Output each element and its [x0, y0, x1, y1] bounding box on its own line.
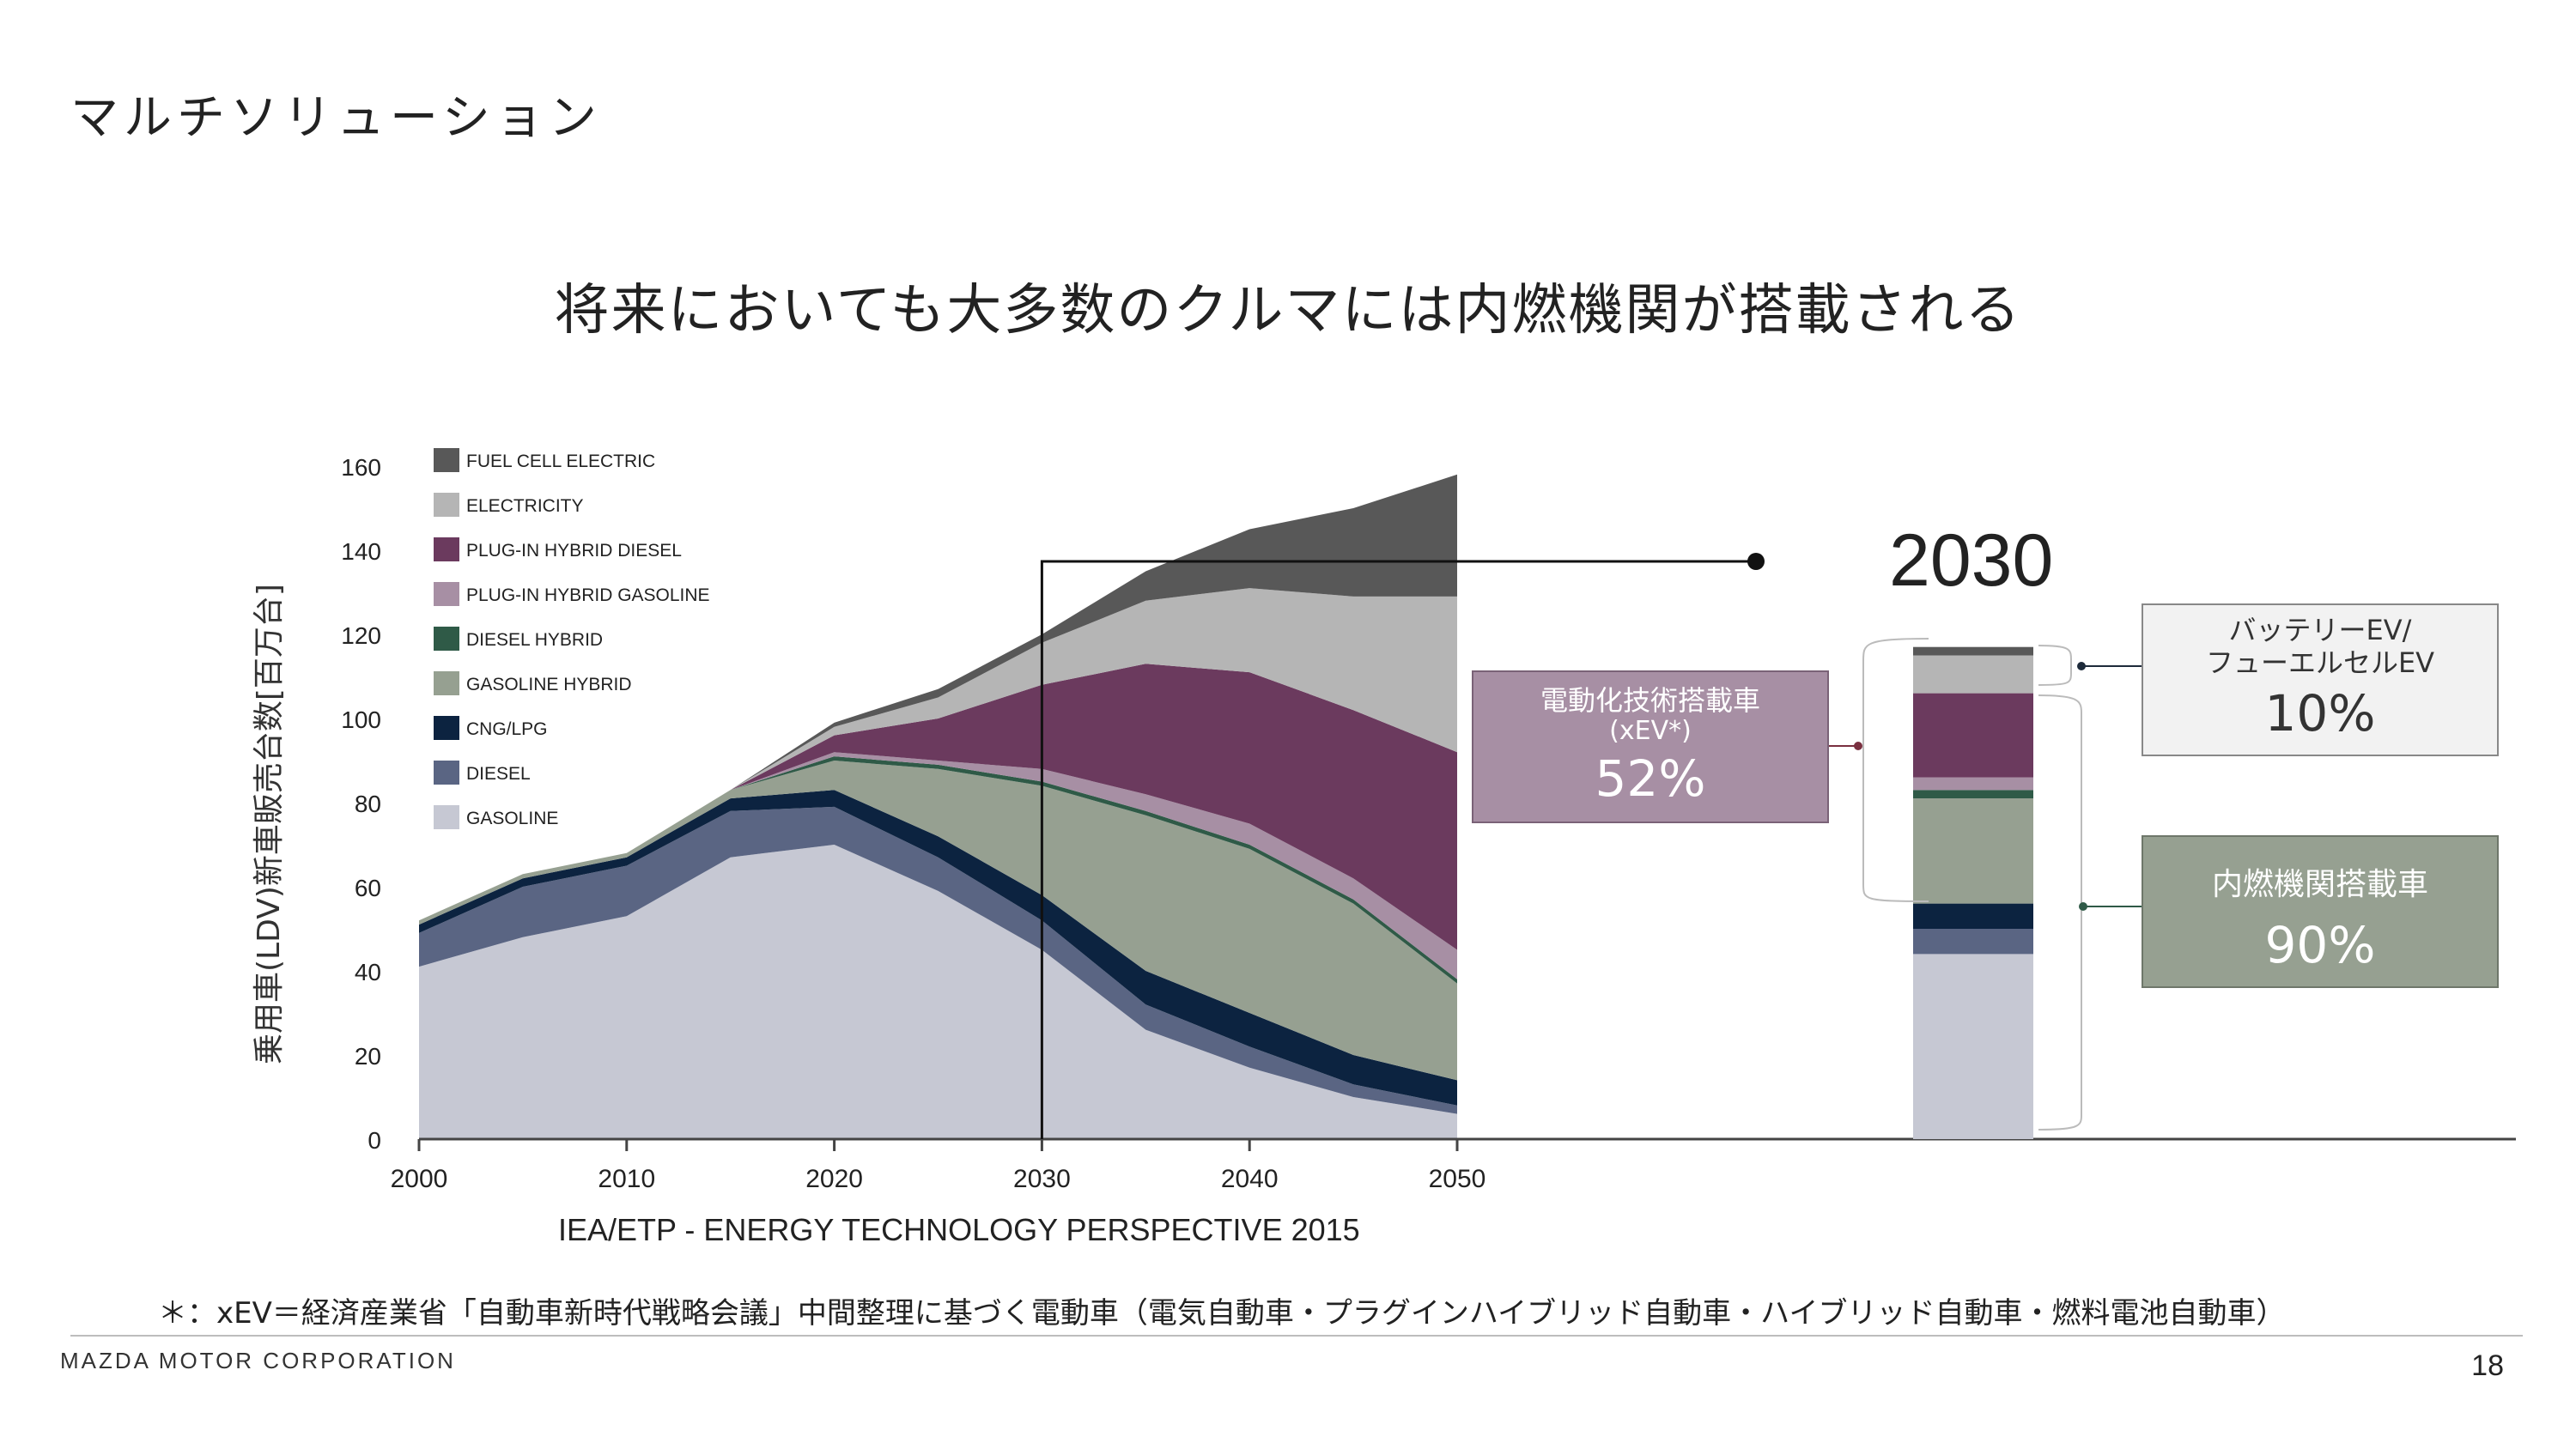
marker-2030-line	[1040, 560, 1756, 1139]
y-tick-label-40: 40	[355, 959, 381, 985]
ice-callout-title: 内燃機関搭載車	[2211, 867, 2428, 902]
xev-callout-subtitle: (xEV*)	[1609, 716, 1692, 746]
ice-callout-value: 90%	[2264, 916, 2376, 974]
area-gasoline-hybrid	[419, 761, 1457, 1081]
x-tick-label-2050: 2050	[1429, 1165, 1486, 1193]
bev-fcev-callout-line1: バッテリーEV/	[2228, 614, 2412, 646]
y-tick-label-80: 80	[355, 791, 381, 817]
bar-2030-segment-fuel-cell-electric	[1913, 646, 2033, 656]
legend-swatch-electricity	[434, 493, 459, 517]
legend-label-plug-in-hybrid-diesel: PLUG-IN HYBRID DIESEL	[466, 541, 682, 561]
y-tick-label-0: 0	[368, 1127, 381, 1154]
headline: 将来においても大多数のクルマには内燃機関が搭載される	[554, 279, 2022, 343]
x-tick-label-2030: 2030	[1013, 1165, 1071, 1193]
company-name: MAZDA MOTOR CORPORATION	[60, 1348, 456, 1373]
ice-callout: 内燃機関搭載車 90%	[2142, 835, 2499, 988]
legend-label-gasoline-hybrid: GASOLINE HYBRID	[466, 675, 632, 694]
breakdown-year-label: 2030	[1889, 519, 2054, 602]
y-tick-label-100: 100	[341, 706, 381, 733]
x-tick-label-2010: 2010	[598, 1165, 655, 1193]
xev-callout-title: 電動化技術搭載車	[1540, 684, 1760, 717]
x-tick-label-2000: 2000	[391, 1165, 448, 1193]
xev-callout: 電動化技術搭載車 (xEV*) 52%	[1472, 670, 1829, 823]
x-axis-source-label: IEA/ETP - ENERGY TECHNOLOGY PERSPECTIVE …	[558, 1212, 1360, 1247]
area-electricity	[419, 588, 1457, 921]
bev-fcev-callout-value: 10%	[2264, 684, 2376, 743]
y-tick-label-60: 60	[355, 875, 381, 901]
bev-fcev-callout-line2: フューエルセルEV	[2205, 646, 2435, 679]
bar-2030-segment-diesel-hybrid	[1913, 790, 2033, 799]
legend-label-electricity: ELECTRICITY	[466, 496, 584, 516]
legend-swatch-gasoline	[434, 805, 459, 829]
bar-2030-segment-plug-in-hybrid-gasoline	[1913, 777, 2033, 791]
x-tick-label-2040: 2040	[1221, 1165, 1279, 1193]
legend-label-diesel-hybrid: DIESEL HYBRID	[466, 630, 603, 650]
area-diesel	[419, 806, 1457, 1114]
xev-bracket	[1862, 638, 1929, 902]
bev-fcev-callout: バッテリーEV/ フューエルセルEV 10%	[2142, 603, 2499, 756]
area-gasoline	[419, 845, 1457, 1139]
legend-swatch-cng-lpg	[434, 716, 459, 740]
bar-2030-segment-gasoline	[1913, 954, 2033, 1139]
y-axis-label: 乗用車(LDV)新車販売台数[百万台]	[252, 584, 287, 1064]
legend-label-fuel-cell-electric: FUEL CELL ELECTRIC	[466, 452, 655, 471]
legend-label-gasoline: GASOLINE	[466, 809, 558, 828]
slide-title: マルチソリューション	[70, 90, 602, 146]
marker-2030-dot	[1747, 553, 1765, 570]
x-tick-label-2020: 2020	[805, 1165, 863, 1193]
y-tick-label-160: 160	[341, 454, 381, 481]
area-cng-lpg	[419, 790, 1457, 1106]
bev-bracket	[2038, 645, 2072, 686]
legend-swatch-plug-in-hybrid-gasoline	[434, 582, 459, 606]
footnote: ＊：xEV＝経済産業省「自動車新時代戦略会議」中間整理に基づく電動車（電気自動車…	[158, 1296, 2286, 1331]
area-plug-in-hybrid-gasoline	[419, 752, 1457, 979]
legend-swatch-diesel	[434, 761, 459, 785]
ice-connector-dot	[2079, 902, 2087, 911]
xev-callout-value: 52%	[1595, 749, 1706, 808]
bev-connector-dot	[2077, 662, 2086, 670]
area-fuel-cell-electric	[419, 474, 1457, 921]
legend-label-diesel: DIESEL	[466, 764, 531, 784]
footer-divider	[70, 1335, 2523, 1337]
legend-swatch-gasoline-hybrid	[434, 671, 459, 695]
legend-swatch-plug-in-hybrid-diesel	[434, 537, 459, 561]
bar-2030-segment-diesel	[1913, 929, 2033, 955]
bar-2030-segment-plug-in-hybrid-diesel	[1913, 693, 2033, 778]
page-number: 18	[2471, 1349, 2504, 1382]
bar-2030-segment-electricity	[1913, 655, 2033, 694]
legend-label-cng-lpg: CNG/LPG	[466, 719, 548, 739]
ice-bracket	[2038, 694, 2082, 1131]
xev-connector-dot	[1854, 742, 1862, 750]
legend-swatch-diesel-hybrid	[434, 627, 459, 651]
area-plug-in-hybrid-diesel	[419, 664, 1457, 950]
y-tick-label-140: 140	[341, 538, 381, 565]
legend-label-plug-in-hybrid-gasoline: PLUG-IN HYBRID GASOLINE	[466, 585, 710, 605]
y-tick-label-20: 20	[355, 1043, 381, 1070]
legend-swatch-fuel-cell-electric	[434, 448, 459, 472]
y-tick-label-120: 120	[341, 622, 381, 649]
bar-2030-segment-gasoline-hybrid	[1913, 798, 2033, 904]
bar-2030-segment-cng-lpg	[1913, 903, 2033, 929]
